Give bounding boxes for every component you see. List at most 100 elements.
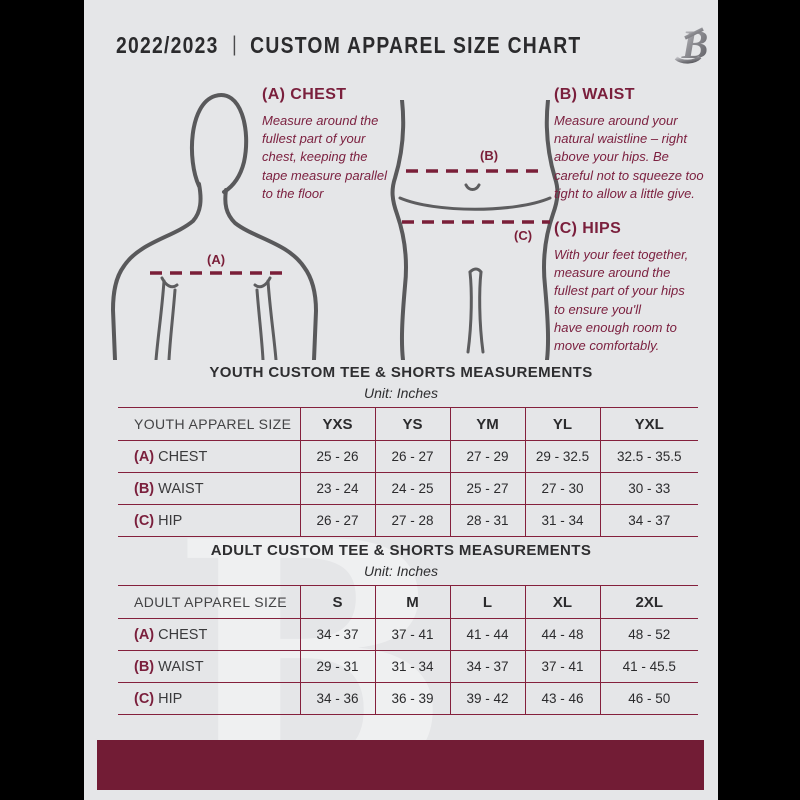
row-label: (C) HIP: [118, 504, 301, 537]
youth-col-yxl: YXL: [600, 407, 698, 441]
adult-header-row: ADULT APPAREL SIZE S M L XL 2XL: [118, 585, 698, 619]
youth-col-yl: YL: [525, 407, 601, 441]
row-label-text: WAIST: [158, 480, 204, 497]
title-year: 2022/2023: [116, 31, 219, 58]
youth-hip-row: (C) HIP 26 - 27 27 - 28 28 - 31 31 - 34 …: [118, 504, 698, 537]
torso-chest-diagram: (A): [110, 93, 319, 360]
left-inner-leg-line: [466, 270, 473, 354]
youth-size-header: YOUTH APPAREL SIZE: [118, 407, 301, 441]
cell: 44 - 48: [525, 618, 601, 651]
right-inner-leg-line: [478, 270, 485, 354]
row-prefix: (C): [134, 690, 155, 707]
breakaway-logo-icon: B: [674, 22, 709, 67]
right-body-outline: [541, 100, 560, 360]
cell: 26 - 27: [300, 504, 376, 537]
adult-table-title: ADULT CUSTOM TEE & SHORTS MEASUREMENTS: [210, 542, 592, 559]
title-main: CUSTOM APPAREL SIZE CHART: [250, 31, 582, 58]
cell: 41 - 45.5: [600, 650, 698, 683]
row-label-text: HIP: [158, 690, 183, 707]
cell: 43 - 46: [525, 682, 601, 715]
header: 2022/2023 | CUSTOM APPAREL SIZE CHART: [116, 20, 709, 70]
row-prefix: (B): [134, 658, 155, 675]
page-title: 2022/2023 | CUSTOM APPAREL SIZE CHART: [116, 32, 581, 59]
waist-instructions: Measure around your natural waistline – …: [554, 113, 704, 201]
hips-instruction-block: (C) HIPS With your feet together, measur…: [554, 220, 698, 355]
document-page: B 2022/2023 | CUSTOM APPAREL SIZE CHART: [84, 0, 718, 800]
cell: 34 - 36: [300, 682, 376, 715]
row-label: (B) WAIST: [118, 650, 301, 683]
youth-col-ym: YM: [450, 407, 526, 441]
cell: 27 - 30: [525, 472, 601, 505]
adult-col-l: L: [450, 585, 526, 619]
title-separator: |: [232, 33, 237, 56]
chest-heading: (A) CHEST: [262, 86, 347, 103]
youth-col-ys: YS: [375, 407, 451, 441]
waist-line-label: (B): [480, 148, 498, 163]
cell: 41 - 44: [450, 618, 526, 651]
row-label: (B) WAIST: [118, 472, 301, 505]
youth-size-table: YOUTH APPAREL SIZE YXS YS YM YL YXL (A) …: [118, 407, 698, 537]
navel-mark: [464, 183, 481, 191]
cell: 32.5 - 35.5: [600, 440, 698, 473]
row-prefix: (B): [134, 480, 155, 497]
youth-header-row: YOUTH APPAREL SIZE YXS YS YM YL YXL: [118, 407, 698, 441]
adult-col-m: M: [375, 585, 451, 619]
cell: 37 - 41: [375, 618, 451, 651]
right-shoulder-arm-outline: [223, 188, 319, 360]
left-shoulder-arm-outline: [110, 182, 203, 360]
row-prefix: (A): [134, 448, 155, 465]
cell: 29 - 32.5: [525, 440, 601, 473]
right-inner-arm-line: [255, 288, 265, 360]
hips-heading: (C) HIPS: [554, 220, 622, 237]
head-outline: [189, 93, 249, 194]
hips-instructions: With your feet together, measure around …: [554, 247, 689, 353]
cell: 27 - 28: [375, 504, 451, 537]
adult-hip-row: (C) HIP 34 - 36 36 - 39 39 - 42 43 - 46 …: [118, 682, 698, 715]
cell: 37 - 41: [525, 650, 601, 683]
cell: 28 - 31: [450, 504, 526, 537]
brand-block: B BREAKAWAY: [670, 22, 718, 68]
cell: 24 - 25: [375, 472, 451, 505]
adult-chest-row: (A) CHEST 34 - 37 37 - 41 41 - 44 44 - 4…: [118, 618, 698, 651]
adult-col-2xl: 2XL: [600, 585, 698, 619]
cell: 31 - 34: [375, 650, 451, 683]
cell: 27 - 29: [450, 440, 526, 473]
youth-waist-row: (B) WAIST 23 - 24 24 - 25 25 - 27 27 - 3…: [118, 472, 698, 505]
cell: 34 - 37: [300, 618, 376, 651]
cell: 48 - 52: [600, 618, 698, 651]
waist-heading: (B) WAIST: [554, 86, 635, 103]
cell: 23 - 24: [300, 472, 376, 505]
chest-instructions: Measure around the fullest part of your …: [262, 113, 388, 201]
content-layer: 2022/2023 | CUSTOM APPAREL SIZE CHART: [84, 0, 718, 800]
hips-line-label: (C): [514, 228, 532, 243]
cell: 39 - 42: [450, 682, 526, 715]
crotch-curve: [468, 267, 483, 274]
row-label: (C) HIP: [118, 682, 301, 715]
adult-size-header: ADULT APPAREL SIZE: [118, 585, 301, 619]
waist-hips-diagram: (B) (C): [390, 100, 560, 360]
row-prefix: (A): [134, 626, 155, 643]
row-prefix: (C): [134, 512, 155, 529]
row-label-text: CHEST: [158, 448, 208, 465]
left-inner-arm-line: [167, 288, 177, 360]
adult-col-s: S: [300, 585, 376, 619]
adult-waist-row: (B) WAIST 29 - 31 31 - 34 34 - 37 37 - 4…: [118, 650, 698, 683]
cell: 34 - 37: [600, 504, 698, 537]
row-label: (A) CHEST: [118, 440, 301, 473]
cell: 34 - 37: [450, 650, 526, 683]
left-body-outline: [390, 100, 409, 360]
row-label-text: HIP: [158, 512, 183, 529]
cell: 25 - 26: [300, 440, 376, 473]
cell: 25 - 27: [450, 472, 526, 505]
cell: 31 - 34: [525, 504, 601, 537]
row-label-text: CHEST: [158, 626, 208, 643]
cell: 46 - 50: [600, 682, 698, 715]
adult-col-xl: XL: [525, 585, 601, 619]
cell: 29 - 31: [300, 650, 376, 683]
youth-table-title: YOUTH CUSTOM TEE & SHORTS MEASUREMENTS: [209, 364, 593, 381]
cell: 36 - 39: [375, 682, 451, 715]
row-label-text: WAIST: [158, 658, 204, 675]
left-torso-side-line: [154, 279, 166, 360]
chest-line-label: (A): [207, 252, 225, 267]
